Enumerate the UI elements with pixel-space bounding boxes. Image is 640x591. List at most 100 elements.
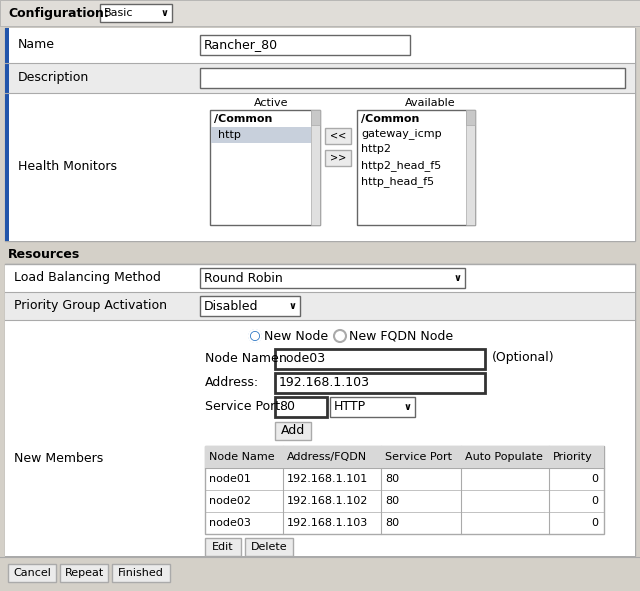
Text: Load Balancing Method: Load Balancing Method <box>14 271 161 284</box>
Text: Delete: Delete <box>251 542 287 552</box>
Bar <box>9 28 635 63</box>
Text: Description: Description <box>18 72 89 85</box>
Text: http: http <box>218 130 241 140</box>
Text: ∨: ∨ <box>288 301 296 311</box>
Text: 0: 0 <box>591 496 598 506</box>
Text: Service Port:: Service Port: <box>205 400 284 413</box>
Bar <box>9 63 635 93</box>
Bar <box>357 110 475 225</box>
Text: 0: 0 <box>591 474 598 484</box>
Text: New Members: New Members <box>14 452 103 465</box>
Text: Add: Add <box>281 424 305 437</box>
Text: 192.168.1.102: 192.168.1.102 <box>287 496 369 506</box>
Text: Resources: Resources <box>8 248 80 261</box>
Bar <box>5 28 635 241</box>
Text: Auto Populate: Auto Populate <box>465 452 543 462</box>
Text: Cancel: Cancel <box>13 568 51 578</box>
Text: 80: 80 <box>385 474 399 484</box>
Text: /Common: /Common <box>214 114 273 124</box>
Text: HTTP: HTTP <box>334 401 366 414</box>
Bar <box>275 397 327 417</box>
Bar <box>325 150 351 166</box>
Bar <box>466 110 475 225</box>
Text: node03: node03 <box>209 518 251 528</box>
Text: Finished: Finished <box>118 568 164 578</box>
Bar <box>200 268 465 288</box>
Text: Node Name:: Node Name: <box>205 352 283 365</box>
Text: http2: http2 <box>361 144 391 154</box>
Text: Repeat: Repeat <box>65 568 104 578</box>
Bar <box>211 127 311 143</box>
Circle shape <box>334 330 346 342</box>
Text: New FQDN Node: New FQDN Node <box>349 330 453 343</box>
Text: Name: Name <box>18 38 55 51</box>
Text: Round Robin: Round Robin <box>204 271 283 284</box>
Text: Configuration:: Configuration: <box>8 7 109 20</box>
Text: Service Port: Service Port <box>385 452 452 462</box>
Text: node03: node03 <box>279 352 326 365</box>
Bar <box>0 0 640 26</box>
Bar <box>0 557 640 591</box>
Text: Priority: Priority <box>553 452 593 462</box>
Text: http_head_f5: http_head_f5 <box>361 176 434 187</box>
Bar <box>245 538 293 556</box>
Text: 80: 80 <box>279 401 295 414</box>
Text: node01: node01 <box>209 474 251 484</box>
Bar <box>112 564 170 582</box>
Text: 192.168.1.101: 192.168.1.101 <box>287 474 368 484</box>
Bar <box>275 373 485 393</box>
Text: Available: Available <box>404 98 455 108</box>
Text: http2_head_f5: http2_head_f5 <box>361 160 441 171</box>
Bar <box>205 446 604 468</box>
Bar <box>200 35 410 55</box>
Bar <box>200 296 300 316</box>
Text: Address:: Address: <box>205 375 259 388</box>
Text: >>: >> <box>330 153 346 163</box>
Text: Address/FQDN: Address/FQDN <box>287 452 367 462</box>
Bar <box>5 264 635 292</box>
Text: Disabled: Disabled <box>204 300 259 313</box>
Bar <box>5 264 635 556</box>
Bar <box>200 68 625 88</box>
Bar <box>100 4 172 22</box>
Text: 80: 80 <box>385 518 399 528</box>
Bar <box>275 349 485 369</box>
Text: /Common: /Common <box>361 114 419 124</box>
Bar <box>60 564 108 582</box>
Text: New Node: New Node <box>264 330 328 343</box>
Text: <<: << <box>330 131 346 141</box>
Text: Active: Active <box>253 98 288 108</box>
Bar <box>210 110 320 225</box>
Bar <box>330 397 415 417</box>
Bar <box>311 110 320 225</box>
Bar <box>8 564 56 582</box>
Bar <box>5 320 635 556</box>
Text: Priority Group Activation: Priority Group Activation <box>14 300 167 313</box>
Text: Health Monitors: Health Monitors <box>18 161 117 174</box>
Text: 192.168.1.103: 192.168.1.103 <box>287 518 368 528</box>
Text: Node Name: Node Name <box>209 452 275 462</box>
Text: Rancher_80: Rancher_80 <box>204 38 278 51</box>
Text: 80: 80 <box>385 496 399 506</box>
Text: Basic: Basic <box>104 8 134 18</box>
Circle shape <box>249 330 261 342</box>
Bar <box>466 110 475 125</box>
Bar <box>205 446 604 534</box>
Text: 192.168.1.103: 192.168.1.103 <box>279 376 370 389</box>
Bar <box>205 538 241 556</box>
Text: ∨: ∨ <box>453 273 461 283</box>
Text: node02: node02 <box>209 496 251 506</box>
Text: Edit: Edit <box>212 542 234 552</box>
Bar <box>5 28 9 241</box>
Bar <box>5 292 635 320</box>
Text: gateway_icmp: gateway_icmp <box>361 128 442 139</box>
Text: (Optional): (Optional) <box>492 352 555 365</box>
Bar <box>311 110 320 125</box>
Text: ∨: ∨ <box>160 8 168 18</box>
Text: ∨: ∨ <box>403 402 411 412</box>
Bar <box>9 93 635 241</box>
Circle shape <box>252 333 259 339</box>
Bar <box>5 246 635 264</box>
Bar <box>325 128 351 144</box>
Bar <box>275 422 311 440</box>
